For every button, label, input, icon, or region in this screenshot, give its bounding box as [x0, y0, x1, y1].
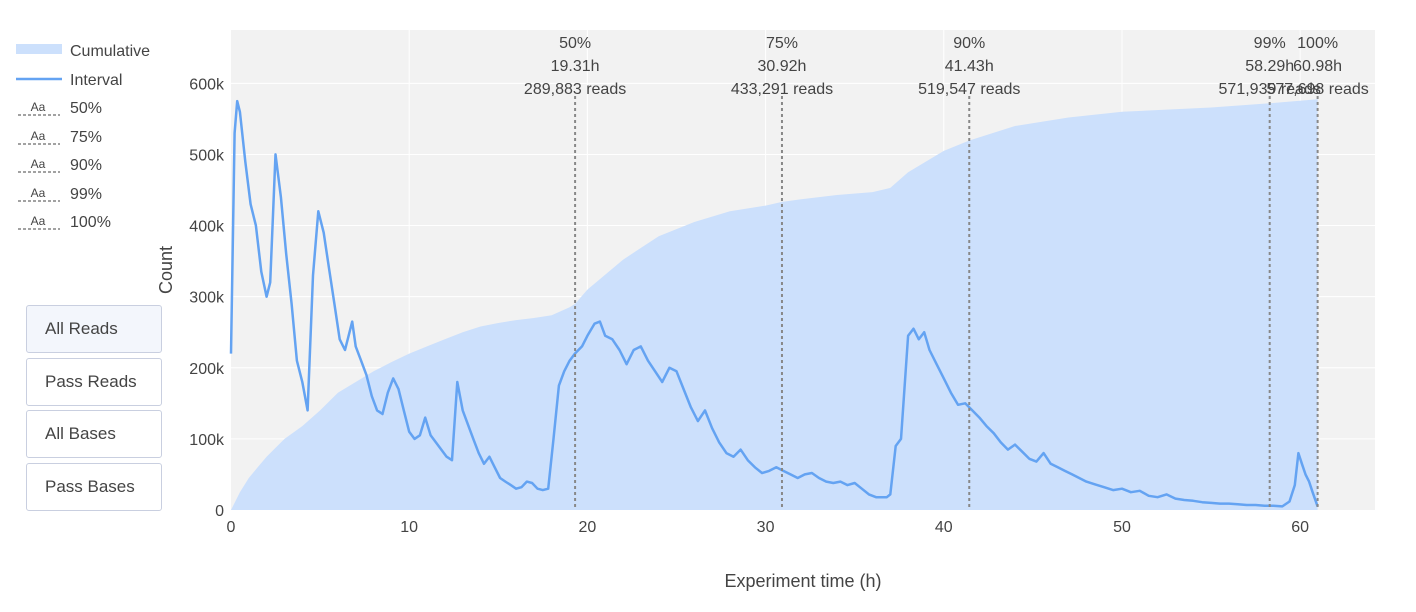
y-tick-label: 300k	[189, 290, 225, 307]
legend-swatch: Aa	[18, 100, 60, 116]
marker-annotation: 60.98h	[1293, 58, 1342, 75]
marker-annotation: 100%	[1297, 35, 1338, 52]
x-tick-label: 60	[1291, 519, 1309, 536]
legend-swatch	[16, 77, 62, 80]
legend-item-50pct[interactable]: Aa 50%	[16, 97, 176, 126]
x-tick-label: 0	[227, 519, 236, 536]
marker-annotation: 577,698 reads	[1266, 81, 1368, 98]
pass-reads-button[interactable]: Pass Reads	[26, 358, 162, 406]
y-tick-label: 0	[215, 503, 224, 520]
legend-item-100pct[interactable]: Aa 100%	[16, 211, 176, 240]
legend-swatch: Aa	[18, 214, 60, 230]
marker-annotation: 519,547 reads	[918, 81, 1020, 98]
marker-annotation: 433,291 reads	[731, 81, 833, 98]
x-tick-label: 50	[1113, 519, 1131, 536]
legend-swatch: Aa	[18, 129, 60, 144]
legend-swatch: Aa	[18, 186, 60, 201]
legend-label: Interval	[70, 71, 123, 89]
chart-legend: Cumulative Interval Aa 50% Aa 75% Aa 90% Aa 99% Aa…	[16, 40, 176, 240]
y-tick-label: 100k	[189, 432, 225, 449]
svg-text:Aa: Aa	[31, 214, 46, 228]
marker-annotation: 99%	[1254, 35, 1286, 52]
legend-item-cumulative[interactable]: Cumulative	[16, 40, 176, 69]
legend-label: Cumulative	[70, 43, 151, 60]
marker-50pct: 50% 19.31h 289,883 reads	[524, 35, 626, 510]
y-tick-label: 500k	[189, 147, 225, 164]
interval-line	[229, 99, 1319, 508]
legend-label: 90%	[70, 157, 103, 174]
marker-99pct: 99% 58.29h 571,939 reads	[1219, 35, 1321, 510]
marker-annotation: 50%	[559, 35, 591, 52]
legend-label: 75%	[70, 128, 103, 146]
legend-swatch: Aa	[18, 157, 60, 173]
svg-text:Aa: Aa	[31, 100, 46, 114]
marker-annotation: 75%	[766, 35, 798, 52]
legend-label: 99%	[70, 185, 103, 203]
y-axis-label: Count	[156, 246, 176, 294]
marker-annotation: 90%	[953, 35, 985, 52]
all-reads-button[interactable]: All Reads	[26, 305, 162, 353]
svg-text:Aa: Aa	[31, 157, 46, 171]
pass-bases-button[interactable]: Pass Bases	[26, 463, 162, 511]
legend-item-interval[interactable]: Interval	[16, 69, 176, 98]
legend-item-90pct[interactable]: Aa 90%	[16, 154, 176, 183]
svg-text:Aa: Aa	[31, 186, 46, 200]
legend-swatch	[16, 44, 62, 54]
x-axis-label: Experiment time (h)	[724, 571, 881, 591]
y-axis-ticks: 0 100k 200k 300k 400k 500k 600k	[189, 76, 225, 520]
percentile-markers: 50% 19.31h 289,883 reads 75% 30.92h 433,291 r…	[524, 35, 1369, 510]
marker-75pct: 75% 30.92h 433,291 reads	[731, 35, 833, 510]
legend-label: 100%	[70, 214, 111, 231]
legend-label: 50%	[70, 100, 103, 117]
y-tick-label: 400k	[189, 219, 225, 236]
marker-annotation: 58.29h	[1245, 58, 1294, 75]
all-bases-button[interactable]: All Bases	[26, 410, 162, 458]
marker-90pct: 90% 41.43h 519,547 reads	[918, 35, 1020, 510]
marker-100pct: 100% 60.98h 577,698 reads	[1266, 35, 1369, 510]
marker-annotation: 19.31h	[551, 58, 600, 75]
x-tick-label: 10	[400, 519, 418, 536]
cumulative-area	[231, 99, 1318, 510]
x-tick-label: 20	[578, 519, 596, 536]
legend-item-99pct[interactable]: Aa 99%	[16, 183, 176, 212]
marker-annotation: 289,883 reads	[524, 81, 626, 98]
marker-annotation: 30.92h	[758, 58, 807, 75]
marker-annotation: 571,939 reads	[1219, 81, 1321, 98]
x-tick-label: 40	[935, 519, 953, 536]
marker-annotation: 41.43h	[945, 58, 994, 75]
x-axis-ticks: 0 10 20 30 40 50 60	[227, 519, 1310, 536]
y-tick-label: 600k	[189, 76, 225, 93]
y-tick-label: 200k	[189, 361, 225, 378]
x-tick-label: 30	[757, 519, 775, 536]
svg-text:Aa: Aa	[31, 129, 46, 143]
legend-item-75pct[interactable]: Aa 75%	[16, 126, 176, 155]
